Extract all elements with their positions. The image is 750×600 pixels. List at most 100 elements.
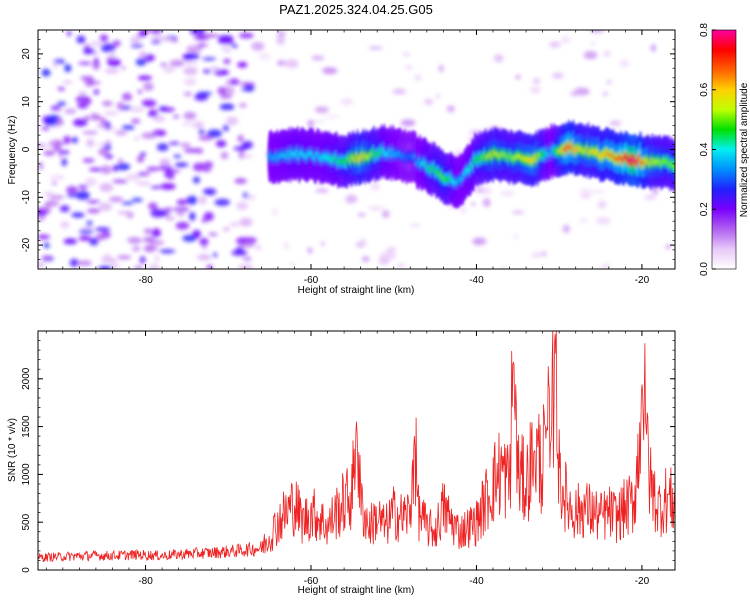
spectrogram-noise-blob — [77, 103, 89, 109]
spectrogram-noise-blob — [402, 52, 410, 57]
spectrogram-noise-blob — [619, 59, 630, 68]
x-tick-label: -60 — [304, 275, 319, 286]
spectrogram-noise-blob — [183, 66, 198, 76]
spectrogram-noise-blob — [223, 58, 231, 65]
spectrogram-noise-blob — [186, 195, 198, 205]
spectrogram-noise-blob — [239, 217, 253, 227]
spectrogram-noise-blob — [213, 69, 230, 76]
spectrogram-noise-blob — [75, 95, 91, 104]
colorbar-tick-label: 0.4 — [699, 142, 710, 156]
spectrogram-noise-blob — [137, 89, 143, 94]
spectrogram-noise-blob — [652, 188, 659, 195]
spectrogram-noise-blob — [258, 52, 271, 61]
spectrogram-noise-blob — [501, 265, 507, 269]
spectrogram-noise-blob — [90, 112, 99, 118]
spectrogram-noise-blob — [368, 46, 383, 50]
spectrogram-noise-blob — [600, 264, 611, 268]
spectrogram-noise-blob — [201, 218, 208, 223]
spectrogram-noise-blob — [212, 252, 217, 258]
spectrogram-noise-blob — [255, 245, 262, 250]
spectrogram-noise-blob — [172, 115, 180, 119]
spectrogram-noise-blob — [548, 41, 561, 48]
spectrogram-noise-blob — [307, 247, 313, 254]
x-tick-label: -20 — [635, 576, 650, 587]
spectrogram-noise-blob — [590, 189, 606, 195]
spectrogram-noise-blob — [159, 158, 171, 167]
spectrogram-noise-blob — [185, 52, 200, 61]
y-tick-label: 1500 — [21, 415, 32, 438]
spectrogram-noise-blob — [89, 40, 104, 47]
spectrogram-noise-blob — [112, 40, 121, 47]
spectrogram-noise-blob — [100, 43, 116, 53]
spectrogram-noise-blob — [469, 130, 486, 134]
spectrogram-noise-blob — [578, 218, 589, 223]
spectrogram-noise-blob — [82, 130, 98, 135]
spectrogram-noise-blob — [562, 224, 571, 234]
spectrogram-noise-blob — [44, 200, 60, 207]
spectrogram-noise-blob — [606, 80, 613, 84]
spectrogram-noise-blob — [405, 65, 413, 70]
x-tick-label: -80 — [138, 275, 153, 286]
spectrogram-noise-blob — [79, 228, 94, 234]
spectrogram-noise-blob — [583, 51, 598, 60]
spectrogram-noise-blob — [206, 264, 213, 269]
spectrogram-noise-blob — [189, 211, 196, 221]
spectrogram-noise-blob — [110, 50, 116, 60]
spectrogram-noise-blob — [129, 106, 145, 113]
spectrogram-noise-blob — [49, 195, 65, 200]
spectrogram-noise-blob — [38, 234, 50, 240]
spectrogram-noise-blob — [78, 61, 92, 65]
spectrogram-noise-blob — [340, 98, 354, 106]
spectrogram-noise-blob — [205, 33, 219, 38]
spectrogram-noise-blob — [139, 152, 147, 157]
spectrogram-noise-blob — [182, 234, 197, 242]
spectrogram-noise-blob — [513, 234, 518, 239]
spectrogram-noise-blob — [237, 134, 244, 143]
spectrogram-noise-blob — [493, 54, 504, 63]
spectrogram-noise-blob — [121, 201, 134, 205]
spectrogram-noise-blob — [148, 240, 165, 246]
spectrogram-noise-blob — [482, 198, 491, 208]
spectrogram-noise-blob — [149, 30, 163, 35]
spectrogram-noise-blob — [214, 198, 231, 206]
spectrogram-noise-blob — [359, 238, 367, 247]
spectrogram-noise-blob — [92, 51, 99, 56]
spectrogram-noise-blob — [151, 228, 162, 238]
spectrogram-noise-blob — [569, 91, 579, 97]
y-tick-label: -10 — [21, 190, 32, 205]
spectrogram-noise-blob — [242, 257, 252, 261]
spectrogram-noise-blob — [52, 62, 58, 69]
spectrogram-noise-blob — [471, 202, 476, 207]
spectrogram-noise-blob — [198, 195, 207, 205]
spectrogram-noise-blob — [438, 65, 444, 72]
spectrogram-noise-blob — [183, 91, 193, 97]
snr-series-line — [38, 331, 675, 563]
spectrogram-noise-blob — [41, 255, 53, 260]
spectrogram-noise-blob — [52, 147, 62, 152]
spectrogram-noise-blob — [148, 202, 158, 210]
x-tick-label: -40 — [469, 275, 484, 286]
spectrogram-noise-blob — [78, 235, 91, 241]
colorbar-label: Normalized spectral amplitude — [739, 82, 750, 217]
spectrogram-noise-blob — [320, 241, 325, 246]
spectrogram-noise-blob — [322, 67, 338, 75]
x-tick-label: -20 — [635, 275, 650, 286]
spectrogram-noise-blob — [482, 186, 492, 195]
spectrogram-noise-blob — [276, 60, 286, 66]
spectrogram-noise-blob — [150, 40, 162, 44]
spectrogram-noise-blob — [181, 121, 197, 126]
spectrogram-noise-blob — [76, 35, 86, 44]
spectrogram-noise-blob — [100, 165, 112, 175]
spectrogram-noise-blob — [217, 86, 228, 95]
spectrogram-noise-blob — [86, 200, 101, 204]
spectrogram-noise-blob — [237, 61, 248, 68]
spectrogram-noise-blob — [63, 135, 71, 145]
spectrogram-noise-blob — [80, 76, 94, 81]
spectrogram-noise-blob — [609, 120, 622, 127]
spectrogram-noise-blob — [283, 242, 290, 250]
spectrogram-noise-blob — [236, 201, 249, 211]
spectrogram-noise-blob — [168, 173, 175, 180]
spectrogram-noise-blob — [307, 119, 315, 128]
spectrogram-noise-blob — [64, 108, 77, 114]
